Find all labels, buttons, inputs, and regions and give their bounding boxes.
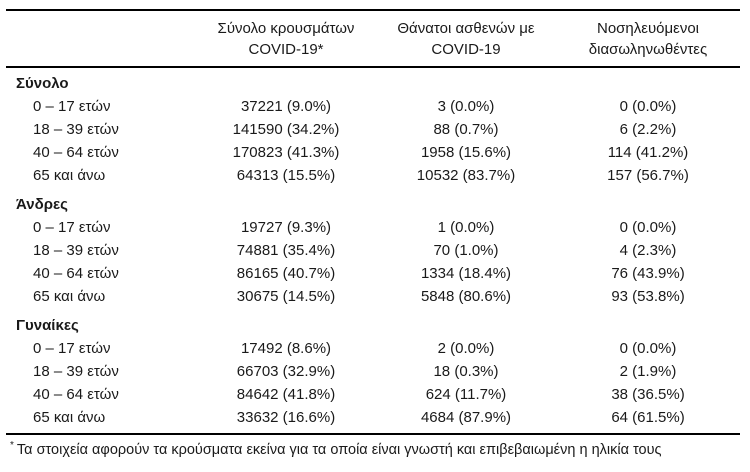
table-row: 40 – 64 ετών 84642 (41.8%) 624 (11.7%) 3…: [0, 383, 750, 406]
group-header-row-men: Άνδρες: [0, 193, 750, 216]
table-row: 0 – 17 ετών 19727 (9.3%) 1 (0.0%) 0 (0.0…: [0, 216, 750, 239]
cases-value: 170823 (41.3%): [232, 144, 340, 161]
cases-value: 74881 (35.4%): [236, 242, 336, 259]
column-header-cases-line1: Σύνολο κρουσμάτων: [217, 20, 355, 37]
row-label: 40 – 64 ετών: [33, 144, 119, 161]
row-label: 18 – 39 ετών: [33, 242, 119, 259]
deaths-value: 18 (0.3%): [433, 363, 499, 380]
table-row: 65 και άνω 30675 (14.5%) 5848 (80.6%) 93…: [0, 285, 750, 308]
row-label: 65 και άνω: [33, 167, 106, 184]
cases-value: 33632 (16.6%): [236, 409, 336, 426]
deaths-value: 3 (0.0%): [437, 98, 495, 115]
table-row: 0 – 17 ετών 37221 (9.0%) 3 (0.0%) 0 (0.0…: [0, 95, 750, 118]
column-header-deaths-line2: COVID-19: [431, 41, 501, 58]
table-body: Σύνολο 0 – 17 ετών 37221 (9.0%) 3 (0.0%)…: [0, 72, 750, 429]
column-header-deaths-line1: Θάνατοι ασθενών με: [397, 20, 535, 37]
table-row: 18 – 39 ετών 141590 (34.2%) 88 (0.7%) 6 …: [0, 118, 750, 141]
column-header-intubated-line2: διασωληνωθέντες: [588, 41, 708, 58]
intubated-value: 0 (0.0%): [619, 219, 677, 236]
group-header-row-women: Γυναίκες: [0, 314, 750, 337]
column-header-cases-line2: COVID-19*: [248, 41, 324, 58]
cases-value: 19727 (9.3%): [240, 219, 332, 236]
column-header-deaths: Θάνατοι ασθενών με COVID-19: [376, 18, 556, 60]
table-row: 40 – 64 ετών 86165 (40.7%) 1334 (18.4%) …: [0, 262, 750, 285]
deaths-value: 70 (1.0%): [433, 242, 499, 259]
deaths-value: 1958 (15.6%): [420, 144, 512, 161]
intubated-value: 6 (2.2%): [619, 121, 677, 138]
column-header-intubated-line1: Νοσηλευόμενοι: [596, 20, 699, 37]
group-label: Σύνολο: [16, 75, 69, 92]
cases-value: 37221 (9.0%): [240, 98, 332, 115]
top-rule: [6, 9, 740, 11]
intubated-value: 0 (0.0%): [619, 340, 677, 357]
deaths-value: 10532 (83.7%): [416, 167, 516, 184]
table-row: 18 – 39 ετών 74881 (35.4%) 70 (1.0%) 4 (…: [0, 239, 750, 262]
intubated-value: 114 (41.2%): [607, 144, 689, 161]
row-label: 65 και άνω: [33, 409, 106, 426]
cases-value: 17492 (8.6%): [240, 340, 332, 357]
intubated-value: 93 (53.8%): [611, 288, 685, 305]
intubated-value: 76 (43.9%): [611, 265, 685, 282]
intubated-value: 0 (0.0%): [619, 98, 677, 115]
deaths-value: 88 (0.7%): [433, 121, 499, 138]
table-row: 18 – 39 ετών 66703 (32.9%) 18 (0.3%) 2 (…: [0, 360, 750, 383]
footnote-text: Τα στοιχεία αφορούν τα κρούσματα εκείνα …: [16, 442, 662, 458]
deaths-value: 1334 (18.4%): [420, 265, 512, 282]
intubated-value: 38 (36.5%): [611, 386, 685, 403]
table-row: 0 – 17 ετών 17492 (8.6%) 2 (0.0%) 0 (0.0…: [0, 337, 750, 360]
row-label: 65 και άνω: [33, 288, 106, 305]
row-label: 0 – 17 ετών: [33, 98, 111, 115]
header-rule: [6, 66, 740, 68]
cases-value: 64313 (15.5%): [236, 167, 336, 184]
row-label: 0 – 17 ετών: [33, 340, 111, 357]
row-label: 18 – 39 ετών: [33, 121, 119, 138]
intubated-value: 157 (56.7%): [607, 167, 689, 184]
table-row: 65 και άνω 33632 (16.6%) 4684 (87.9%) 64…: [0, 406, 750, 429]
intubated-value: 2 (1.9%): [619, 363, 677, 380]
deaths-value: 624 (11.7%): [425, 386, 507, 403]
group-header-row-total: Σύνολο: [0, 72, 750, 95]
intubated-value: 64 (61.5%): [611, 409, 685, 426]
row-label: 0 – 17 ετών: [33, 219, 111, 236]
row-label: 40 – 64 ετών: [33, 265, 119, 282]
table-row: 65 και άνω 64313 (15.5%) 10532 (83.7%) 1…: [0, 164, 750, 187]
cases-value: 30675 (14.5%): [236, 288, 336, 305]
table-header-row: Σύνολο κρουσμάτων COVID-19* Θάνατοι ασθε…: [0, 11, 750, 66]
table-row: 40 – 64 ετών 170823 (41.3%) 1958 (15.6%)…: [0, 141, 750, 164]
cases-value: 84642 (41.8%): [236, 386, 336, 403]
column-header-intubated: Νοσηλευόμενοι διασωληνωθέντες: [556, 18, 740, 60]
cases-value: 86165 (40.7%): [236, 265, 336, 282]
deaths-value: 4684 (87.9%): [420, 409, 512, 426]
cases-value: 141590 (34.2%): [232, 121, 340, 138]
intubated-value: 4 (2.3%): [619, 242, 677, 259]
column-header-cases: Σύνολο κρουσμάτων COVID-19*: [196, 18, 376, 60]
deaths-value: 1 (0.0%): [437, 219, 495, 236]
cases-value: 66703 (32.9%): [236, 363, 336, 380]
group-label: Γυναίκες: [16, 317, 79, 334]
row-label: 40 – 64 ετών: [33, 386, 119, 403]
row-label: 18 – 39 ετών: [33, 363, 119, 380]
group-label: Άνδρες: [16, 196, 68, 213]
footnote-asterisk: *: [10, 440, 14, 452]
footnote-rule: [6, 433, 740, 435]
deaths-value: 2 (0.0%): [437, 340, 495, 357]
deaths-value: 5848 (80.6%): [420, 288, 512, 305]
footnote: * Τα στοιχεία αφορούν τα κρούσματα εκείνα…: [0, 435, 750, 460]
